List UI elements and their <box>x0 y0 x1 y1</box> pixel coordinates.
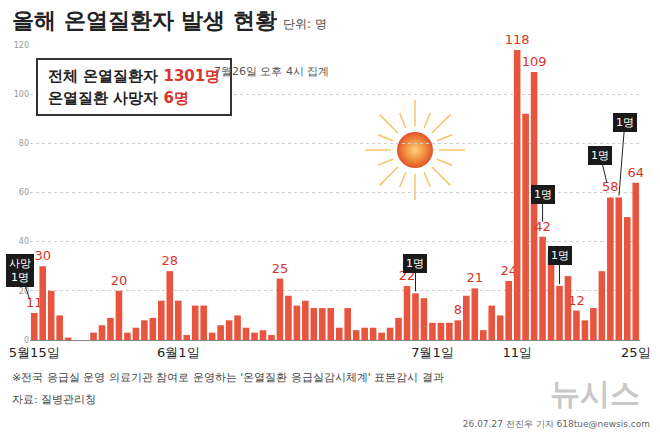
svg-text:40: 40 <box>19 237 29 246</box>
svg-text:7월1일: 7월1일 <box>411 345 454 360</box>
svg-text:25일: 25일 <box>621 345 651 360</box>
svg-text:21: 21 <box>467 270 484 285</box>
svg-text:1명: 1명 <box>406 257 424 270</box>
svg-text:80: 80 <box>19 139 29 148</box>
html-text:올해 온열질환자 발생 현황 단위: 명: 올해 온열질환자 발생 현황 단위: 명 <box>12 8 327 33</box>
svg-text:사망1명: 사망1명 <box>9 257 31 284</box>
html-text:자료: 질병관리청: 자료: 질병관리청 <box>12 393 97 406</box>
svg-text:64: 64 <box>627 165 644 180</box>
svg-text:58: 58 <box>602 179 619 194</box>
svg-text:5월15일: 5월15일 <box>9 345 60 360</box>
svg-text:25: 25 <box>272 261 289 276</box>
svg-text:1명: 1명 <box>551 249 569 262</box>
html-text:전체 온열질환자1301명: 전체 온열질환자1301명 <box>48 67 221 85</box>
svg-text:42: 42 <box>534 219 551 234</box>
svg-text:20: 20 <box>19 287 29 296</box>
svg-text:0: 0 <box>24 336 29 345</box>
html-text:※전국 응급실 운영 의료기관 참여로 운영하는 '온열질환: ※전국 응급실 운영 의료기관 참여로 운영하는 '온열질환 응급실감시체계' … <box>12 371 444 384</box>
svg-text:100: 100 <box>14 90 29 99</box>
svg-text:28: 28 <box>162 253 179 268</box>
svg-text:30: 30 <box>34 248 51 263</box>
svg-text:8: 8 <box>454 302 462 317</box>
svg-text:11: 11 <box>26 295 43 310</box>
svg-text:20: 20 <box>111 273 128 288</box>
svg-text:60: 60 <box>19 188 29 197</box>
svg-text:118: 118 <box>505 32 530 47</box>
svg-text:1명: 1명 <box>591 149 609 162</box>
svg-text:1명: 1명 <box>534 188 552 201</box>
html-text:온열질환 사망자6명: 온열질환 사망자6명 <box>48 89 189 107</box>
svg-text:120: 120 <box>14 41 29 50</box>
svg-text:109: 109 <box>522 54 547 69</box>
svg-text:11일: 11일 <box>502 345 532 360</box>
html-text:7월26일 오후 4시 집계: 7월26일 오후 4시 집계 <box>214 65 330 78</box>
html-text:26.07.27 전진우 기자 618tue@newsis.: 26.07.27 전진우 기자 618tue@newsis.com <box>462 419 650 429</box>
svg-text:1명: 1명 <box>616 116 634 129</box>
svg-text:22: 22 <box>399 268 416 283</box>
svg-text:24: 24 <box>500 263 517 278</box>
svg-text:12: 12 <box>568 293 585 308</box>
svg-text:6월1일: 6월1일 <box>157 345 200 360</box>
html-text:뉴시스: 뉴시스 <box>550 376 640 411</box>
